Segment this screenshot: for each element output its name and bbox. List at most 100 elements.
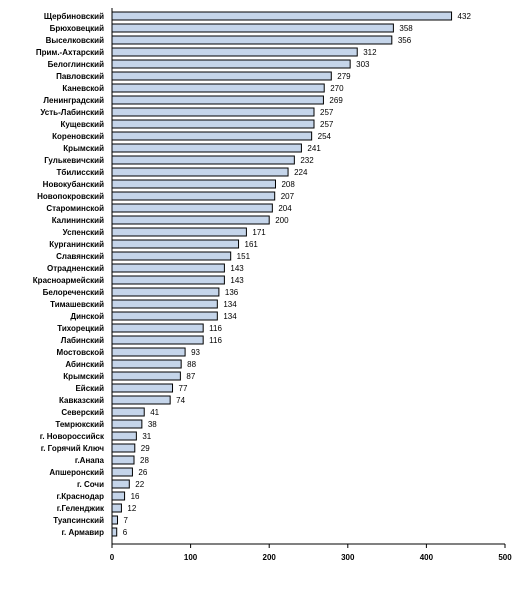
data-label: 134	[223, 312, 237, 321]
category-label: Крымский	[63, 372, 104, 381]
category-label: г.Краснодар	[57, 492, 105, 501]
category-label: Славянский	[56, 252, 104, 261]
category-label: Лабинский	[61, 336, 104, 345]
bar	[111, 263, 225, 273]
category-label: Павловский	[56, 72, 104, 81]
category-label: Щербиновский	[44, 12, 104, 21]
category-label: г. Армавир	[61, 528, 104, 537]
bar	[111, 515, 119, 525]
bar	[111, 323, 204, 333]
bar	[111, 155, 295, 165]
x-tick-label: 100	[184, 553, 198, 562]
bar	[111, 287, 220, 297]
bar	[111, 431, 137, 441]
data-label: 41	[150, 408, 159, 417]
bar	[111, 383, 174, 393]
bar	[111, 131, 313, 141]
data-label: 6	[123, 528, 128, 537]
data-label: 28	[140, 456, 149, 465]
data-label: 279	[337, 72, 351, 81]
data-label: 29	[141, 444, 150, 453]
category-label: Отрадненский	[47, 264, 104, 273]
data-label: 257	[320, 108, 334, 117]
data-label: 204	[278, 204, 292, 213]
bar	[111, 179, 276, 189]
bar	[111, 491, 126, 501]
data-label: 269	[329, 96, 343, 105]
bar	[111, 35, 393, 45]
data-label: 358	[399, 24, 413, 33]
bar	[111, 527, 118, 537]
category-label: Калининский	[52, 216, 104, 225]
data-label: 87	[186, 372, 195, 381]
category-label: г. Горячий Ключ	[41, 444, 105, 453]
category-label: Кущевский	[60, 120, 104, 129]
category-label: Гулькевичский	[44, 156, 104, 165]
data-label: 7	[124, 516, 129, 525]
category-label: Усть-Лабинский	[40, 108, 104, 117]
bar	[111, 275, 225, 285]
x-tick-label: 500	[498, 553, 512, 562]
bar	[111, 335, 204, 345]
bar	[111, 419, 143, 429]
data-label: 16	[131, 492, 140, 501]
category-label: Абинский	[65, 360, 104, 369]
category-label: Ленинградский	[43, 96, 104, 105]
category-label: Староминской	[46, 204, 104, 213]
x-tick-label: 400	[420, 553, 434, 562]
category-label: Каневской	[62, 84, 104, 93]
bar	[111, 503, 122, 513]
bar	[111, 443, 136, 453]
data-label: 88	[187, 360, 196, 369]
bar	[111, 95, 324, 105]
category-label: Новопокровский	[37, 192, 104, 201]
data-label: 432	[458, 12, 472, 21]
category-label: Успенский	[63, 228, 104, 237]
data-label: 257	[320, 120, 334, 129]
bar	[111, 119, 315, 129]
category-label: Апшеронский	[49, 468, 104, 477]
x-tick-label: 300	[341, 553, 355, 562]
bar	[111, 23, 394, 33]
data-label: 151	[237, 252, 251, 261]
category-label: Курганинский	[49, 240, 104, 249]
data-label: 224	[294, 168, 308, 177]
x-tick-label: 200	[263, 553, 277, 562]
category-label: Кавказский	[59, 396, 104, 405]
category-label: г. Сочи	[77, 480, 104, 489]
data-label: 207	[281, 192, 295, 201]
data-label: 254	[318, 132, 332, 141]
bar	[111, 107, 315, 117]
category-label: Тбилисский	[57, 168, 105, 177]
data-label: 270	[330, 84, 344, 93]
x-tick-label: 0	[110, 553, 115, 562]
data-label: 116	[209, 324, 222, 333]
category-label: Кореновский	[52, 132, 104, 141]
bar	[111, 83, 325, 93]
bar	[111, 167, 289, 177]
category-label: Выселковский	[46, 36, 104, 45]
data-label: 356	[398, 36, 412, 45]
data-label: 171	[252, 228, 266, 237]
category-label: Мостовской	[57, 348, 105, 357]
category-label: Белореченский	[43, 288, 104, 297]
data-label: 38	[148, 420, 157, 429]
data-label: 303	[356, 60, 370, 69]
data-label: 208	[281, 180, 295, 189]
bar	[111, 407, 145, 417]
data-label: 26	[138, 468, 147, 477]
category-label: Северский	[61, 408, 104, 417]
bar	[111, 359, 182, 369]
bar	[111, 251, 232, 261]
category-label: Туапсинский	[53, 516, 104, 525]
category-label: Новокубанский	[43, 180, 104, 189]
data-label: 12	[127, 504, 136, 513]
category-label: Темрюкский	[55, 420, 104, 429]
bar	[111, 479, 130, 489]
bar	[111, 311, 218, 321]
category-label: Брюховецкий	[50, 24, 105, 33]
bar	[111, 11, 453, 21]
data-label: 143	[230, 276, 244, 285]
data-label: 77	[179, 384, 188, 393]
data-label: 116	[209, 336, 222, 345]
